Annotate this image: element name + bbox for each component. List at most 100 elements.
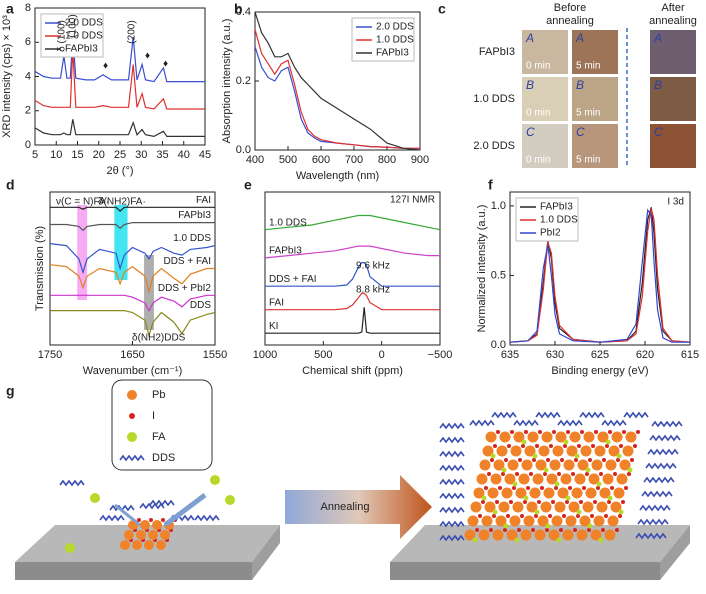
fa-ion	[554, 481, 560, 487]
i-atom	[540, 486, 544, 490]
pb-atom	[540, 501, 552, 513]
pb-atom	[487, 487, 499, 499]
pb-atom	[467, 515, 479, 527]
x-tick-label: −500	[428, 349, 453, 361]
i-atom	[496, 430, 500, 434]
fa-ion	[616, 453, 622, 459]
dds-chain	[149, 499, 175, 507]
x-tick-label: 25	[114, 149, 126, 161]
pb-atom	[582, 501, 594, 513]
i-atom	[616, 458, 620, 462]
sample-photo	[522, 77, 568, 121]
pb-atom	[602, 473, 614, 485]
pb-atom	[541, 431, 553, 443]
pb-atom	[585, 487, 597, 499]
legend-icon	[127, 390, 137, 400]
dds-chain	[439, 478, 465, 486]
pb-atom	[518, 473, 530, 485]
i-atom	[524, 430, 528, 434]
pb-atom	[599, 487, 611, 499]
pb-atom	[534, 529, 546, 541]
series-label: DDS	[190, 300, 211, 311]
x-tick-label: 5	[32, 149, 38, 161]
i-atom	[478, 514, 482, 518]
annotation: ν(C = N)FA·	[56, 197, 109, 208]
i-atom	[503, 528, 507, 532]
annotation: 8.8 kHz	[356, 285, 390, 296]
i-atom	[622, 430, 626, 434]
i-atom	[149, 518, 153, 522]
pb-atom	[549, 459, 561, 471]
pb-atom	[568, 501, 580, 513]
legend-label: PbI2	[540, 228, 561, 239]
i-atom	[618, 514, 622, 518]
annotation: 9.6 kHz	[356, 261, 390, 272]
pb-atom	[554, 501, 566, 513]
pb-atom	[498, 501, 510, 513]
i-atom	[607, 500, 611, 504]
i-atom	[523, 500, 527, 504]
i-atom	[506, 514, 510, 518]
i-atom	[538, 430, 542, 434]
fa-ion	[472, 537, 478, 543]
x-tick-label: 20	[93, 149, 105, 161]
i-atom	[619, 444, 623, 448]
series-label: DDS + FAI	[163, 256, 211, 267]
dds-chain	[579, 411, 605, 419]
annotation: ♦	[163, 59, 168, 70]
legend-icon	[119, 454, 145, 462]
fa-ion	[574, 453, 580, 459]
pb-atom	[473, 487, 485, 499]
shaded-band	[114, 205, 128, 280]
row-label: 1.0 DDS	[473, 93, 515, 105]
sample-mark: A	[653, 31, 662, 45]
pb-atom	[535, 459, 547, 471]
pb-atom	[563, 459, 575, 471]
pb-atom	[594, 445, 606, 457]
i-atom	[636, 430, 640, 434]
pb-atom	[120, 540, 130, 550]
i-atom	[526, 486, 530, 490]
pb-atom	[152, 520, 162, 530]
pb-atom	[597, 431, 609, 443]
fa-ion	[532, 453, 538, 459]
dds-chain	[623, 411, 649, 419]
i-atom	[529, 472, 533, 476]
i-atom	[520, 514, 524, 518]
i-atom	[532, 458, 536, 462]
sample-mark: B	[526, 78, 534, 92]
i-atom	[563, 444, 567, 448]
fa-ion	[598, 537, 604, 543]
x-tick-label: 700	[345, 154, 363, 166]
row-label: FAPbI3	[479, 46, 515, 58]
dds-chain	[439, 450, 465, 458]
pb-atom	[485, 431, 497, 443]
fa-ion	[481, 495, 487, 501]
legend-label: I	[152, 410, 155, 422]
panel-label: g	[6, 383, 15, 399]
i-atom	[613, 472, 617, 476]
annotation: δ(NH2)DDS	[132, 333, 186, 344]
legend-label: 2.0 DDS	[376, 22, 414, 33]
annotation: ♦	[103, 61, 108, 72]
pb-atom	[543, 487, 555, 499]
dds-chain	[513, 419, 539, 427]
x-tick-label: 400	[246, 154, 264, 166]
data-line	[265, 262, 440, 287]
pb-atom	[552, 445, 564, 457]
fa-ion	[627, 467, 633, 473]
pb-atom	[476, 473, 488, 485]
sample-mark: C	[654, 125, 663, 139]
pb-atom	[148, 530, 158, 540]
i-atom	[602, 458, 606, 462]
fa-ion	[225, 495, 235, 505]
i-atom	[495, 500, 499, 504]
fa-ion	[523, 495, 529, 501]
i-atom	[512, 486, 516, 490]
column-header: Before annealing	[546, 2, 594, 27]
time-label: 5 min	[576, 61, 600, 72]
sample-mark: B	[576, 78, 584, 92]
pb-atom	[557, 487, 569, 499]
i-atom	[521, 444, 525, 448]
i-atom	[475, 528, 479, 532]
